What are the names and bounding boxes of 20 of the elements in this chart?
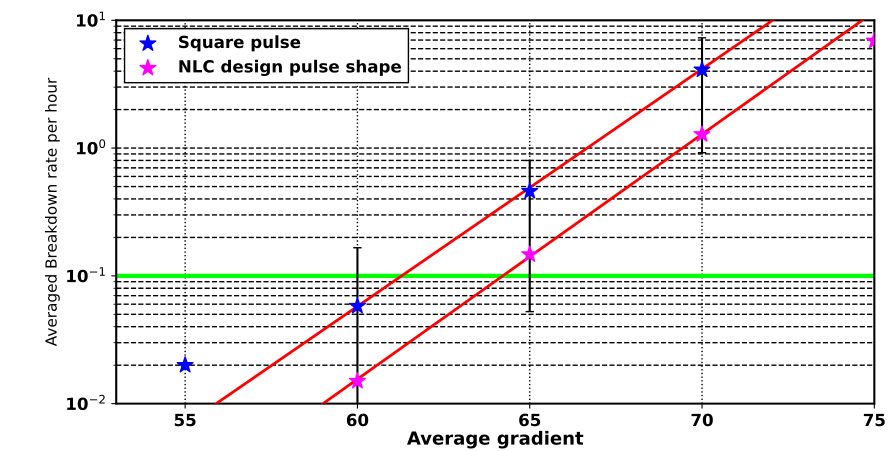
legend-label: Square pulse [179, 35, 300, 52]
x-tick-label: 75 [864, 414, 885, 426]
point [348, 297, 366, 314]
y-tick-label: 10$^{−1}$ [67, 267, 105, 282]
y-tick-label: 10$^{1}$ [77, 12, 105, 27]
y-axis-title: Averaged Breakdown rate per hour [44, 78, 60, 346]
y-tick-label: 10$^{−2}$ [67, 394, 105, 410]
point [694, 60, 711, 78]
y-tick-label: 10$^{0}$ [77, 139, 106, 155]
point [176, 356, 194, 373]
point [521, 182, 538, 199]
x-tick-label: 65 [519, 414, 540, 426]
point [348, 372, 366, 388]
x-tick-label: 70 [692, 414, 713, 426]
x-tick-label: 60 [346, 414, 368, 426]
x-axis-title: Average gradient [406, 430, 584, 448]
point [694, 125, 711, 142]
legend-label: NLC design pulse shape [179, 60, 401, 76]
point [521, 246, 538, 262]
x-tick-label: 55 [174, 414, 196, 426]
